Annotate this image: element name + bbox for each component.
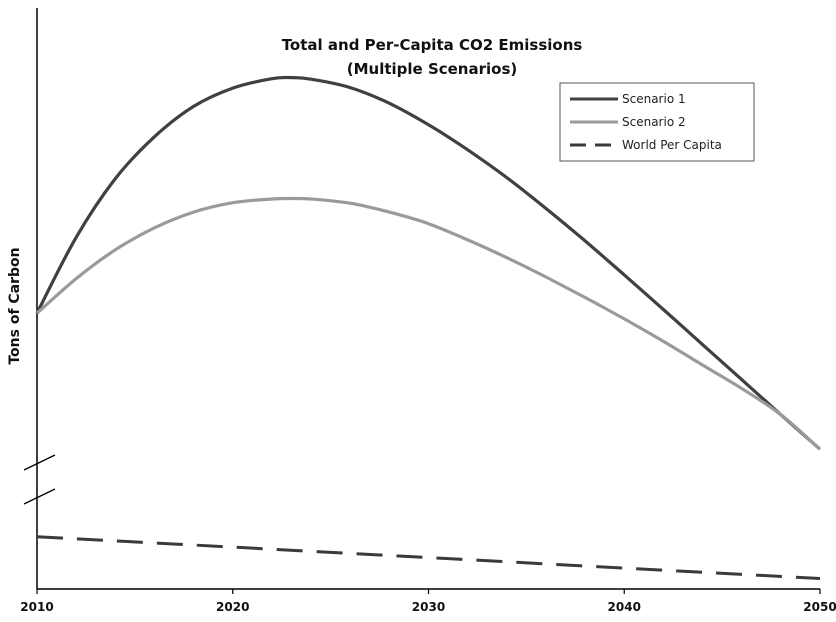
y-axis-break-mark (23, 454, 56, 471)
legend-entry: Scenario 1 (570, 92, 686, 106)
legend-entry: World Per Capita (570, 138, 722, 152)
x-tick-label: 2050 (803, 600, 836, 614)
chart-subtitle: (Multiple Scenarios) (347, 60, 518, 78)
series-layer (35, 75, 822, 580)
y-axis-label-group: Tons of Carbon (7, 247, 23, 364)
legend-entry: Scenario 2 (570, 115, 686, 129)
x-tick-label: 2040 (608, 600, 641, 614)
legend: Scenario 1 Scenario 2 World Per Capita (559, 82, 755, 162)
x-tick-label: 2010 (20, 600, 53, 614)
chart-title: Total and Per-Capita CO2 Emissions (282, 36, 583, 54)
legend-label: Scenario 2 (622, 115, 686, 129)
y-axis-break-mark (23, 488, 56, 505)
x-tick-label: 2030 (412, 600, 445, 614)
series-line-world-per-capita (36, 535, 821, 580)
legend-label: World Per Capita (622, 138, 722, 152)
series-line-scenario-2 (35, 196, 822, 451)
axes: 2010 2020 2030 2040 2050 (20, 8, 836, 614)
legend-label: Scenario 1 (622, 92, 686, 106)
title-block: Total and Per-Capita CO2 Emissions (Mult… (282, 36, 583, 78)
y-axis-label: Tons of Carbon (7, 247, 23, 364)
y-axis-break (23, 454, 56, 505)
x-tick-label: 2020 (216, 600, 249, 614)
series-line-scenario-1 (35, 75, 822, 451)
